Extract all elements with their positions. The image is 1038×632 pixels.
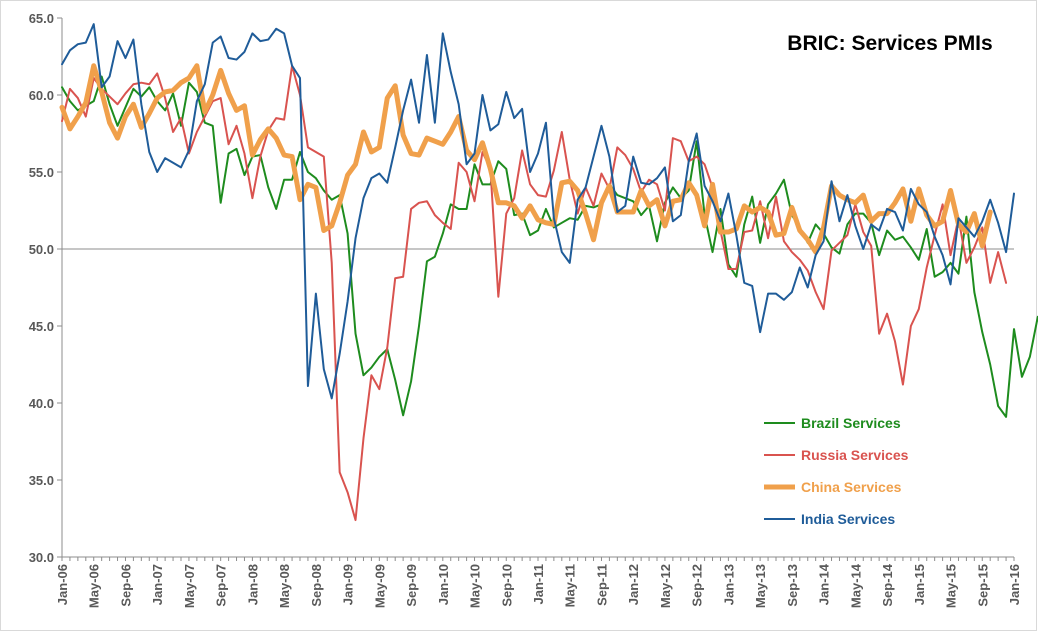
x-tick-label: Jan-13 [721, 564, 736, 605]
y-tick-label: 60.0 [29, 88, 54, 103]
series-line-india-services [61, 23, 1015, 400]
chart-title: BRIC: Services PMIs [787, 32, 992, 55]
legend-label-china-services: China Services [801, 479, 902, 495]
y-tick-label: 45.0 [29, 319, 54, 334]
label-layer: 30.0 35.0 40.0 45.0 50.0 55.0 60.0 65.0 Jan-06 Ma… [29, 11, 1022, 608]
x-tick-label: May-14 [848, 563, 863, 608]
x-tick-label: May-12 [658, 564, 673, 608]
y-tick-label: 50.0 [29, 242, 54, 257]
x-tick-label: Jan-14 [817, 563, 832, 605]
x-tick-label: Sep-12 [690, 564, 705, 607]
x-tick-label: May-07 [182, 564, 197, 608]
x-tick-label: Jan-15 [912, 564, 927, 605]
x-tick-label: Sep-15 [975, 564, 990, 607]
y-tick-label: 55.0 [29, 165, 54, 180]
x-tick-label: Sep-14 [880, 563, 895, 606]
x-tick-label: Sep-06 [118, 564, 133, 607]
y-tick-label: 40.0 [29, 396, 54, 411]
y-tick-label: 65.0 [29, 11, 54, 26]
x-tick-label: Sep-08 [309, 564, 324, 607]
x-tick-label: May-10 [468, 564, 483, 608]
series-line-brazil-services [61, 75, 1038, 418]
series-layer [59, 23, 1038, 522]
legend-label-india-services: India Services [801, 511, 895, 527]
x-tick-label: Jan-07 [150, 564, 165, 605]
x-tick-label: Sep-09 [404, 564, 419, 607]
x-tick-label: Sep-10 [499, 564, 514, 607]
x-tick-label: May-15 [944, 564, 959, 608]
x-tick-label: Jan-10 [436, 564, 451, 605]
legend: Brazil Services Russia Services China Serv… [764, 415, 909, 527]
x-tick-label: Jan-16 [1007, 564, 1022, 605]
grid-layer [57, 17, 1015, 561]
legend-label-brazil-services: Brazil Services [801, 415, 901, 431]
legend-label-russia-services: Russia Services [801, 447, 909, 463]
x-tick-label: Jan-09 [341, 564, 356, 605]
x-tick-label: May-06 [87, 564, 102, 608]
x-tick-label: Jan-11 [531, 564, 546, 604]
x-tick-label: Jan-06 [55, 564, 70, 605]
y-tick-label: 35.0 [29, 473, 54, 488]
x-tick-label: May-09 [372, 564, 387, 608]
x-tick-label: May-08 [277, 564, 292, 608]
series-line-russia-services [61, 64, 1008, 522]
x-tick-label: Sep-13 [785, 564, 800, 607]
x-tick-label: Sep-11 [594, 564, 609, 606]
x-tick-label: Sep-07 [214, 564, 229, 607]
x-tick-label: Jan-12 [626, 564, 641, 605]
x-tick-label: May-13 [753, 564, 768, 608]
y-tick-label: 30.0 [29, 550, 54, 565]
series-line-china-services [59, 63, 993, 255]
x-tick-label: May-11 [563, 564, 578, 607]
x-tick-label: Jan-08 [245, 564, 260, 605]
